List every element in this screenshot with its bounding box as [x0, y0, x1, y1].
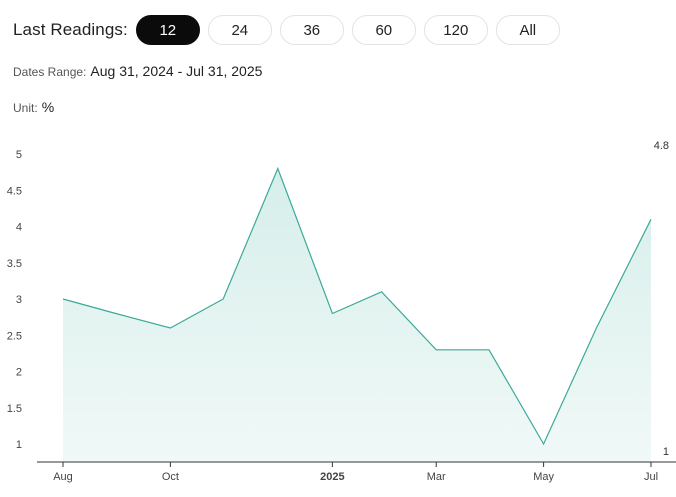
y-tick-label: 1.5: [7, 403, 22, 415]
y-tick-label: 2: [16, 367, 22, 379]
y-tick-label: 1: [16, 439, 22, 451]
dates-range-label: Dates Range:: [13, 65, 87, 79]
data-point-9: [543, 443, 545, 445]
x-tick-label: May: [533, 471, 554, 483]
series-line: [62, 166, 652, 446]
range-toolbar: Last Readings: 12 24 36 60 120 All: [13, 14, 560, 46]
range-button-36[interactable]: 36: [279, 15, 344, 45]
x-tick-label: Oct: [162, 471, 179, 483]
data-point-1: [115, 313, 117, 315]
data-point-6: [381, 291, 383, 293]
y-tick-label: 4: [16, 222, 22, 234]
y-tick-label: 3: [16, 294, 22, 306]
unit-row: Unit: %: [13, 99, 54, 115]
range-button-60[interactable]: 60: [351, 15, 416, 45]
data-point-2: [169, 327, 171, 329]
series-area: [63, 168, 651, 462]
data-point-5: [331, 313, 333, 315]
data-point-4: [277, 168, 279, 170]
dates-range-value: Aug 31, 2024 - Jul 31, 2025: [90, 63, 263, 79]
unit-label: Unit:: [13, 101, 38, 115]
data-point-11: [650, 218, 652, 220]
x-tick-label: Aug: [53, 471, 73, 483]
data-point-0: [62, 298, 64, 300]
data-point-3: [222, 298, 224, 300]
data-point-10: [595, 327, 597, 329]
range-button-120[interactable]: 120: [423, 15, 488, 45]
last-readings-label: Last Readings:: [13, 20, 128, 39]
min-value-label: 1: [663, 446, 669, 458]
range-button-all[interactable]: All: [495, 15, 560, 45]
x-tick-label: Mar: [427, 471, 446, 483]
y-tick-label: 4.5: [7, 185, 22, 197]
max-value-label: 4.8: [654, 140, 669, 152]
unit-value: %: [41, 99, 55, 115]
data-point-8: [488, 349, 490, 351]
dates-range: Dates Range: Aug 31, 2024 - Jul 31, 2025: [13, 63, 262, 79]
y-tick-label: 3.5: [7, 258, 22, 270]
x-tick-label: Jul: [644, 471, 658, 483]
y-tick-label: 2.5: [7, 330, 22, 342]
x-tick-label: 2025: [320, 471, 344, 483]
y-tick-label: 5: [16, 149, 22, 161]
data-point-7: [435, 349, 437, 351]
range-button-12[interactable]: 12: [135, 15, 200, 45]
range-button-24[interactable]: 24: [207, 15, 272, 45]
